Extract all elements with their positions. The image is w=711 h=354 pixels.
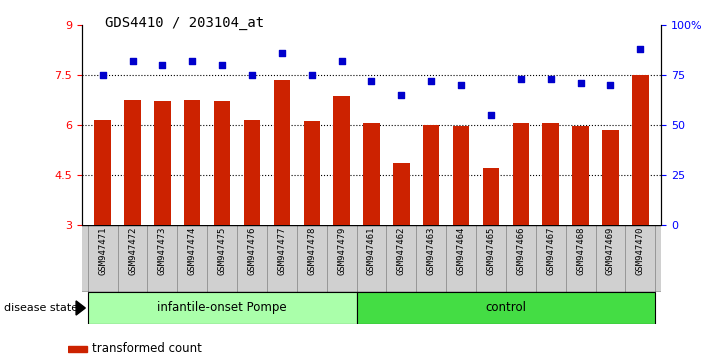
Text: GSM947472: GSM947472 (128, 227, 137, 275)
Point (186, 58, 198, 64)
Text: control: control (486, 302, 526, 314)
Text: GSM947477: GSM947477 (277, 227, 287, 275)
Text: GSM947474: GSM947474 (188, 227, 197, 275)
Text: GSM947475: GSM947475 (218, 227, 227, 275)
Point (545, 76, 557, 82)
Point (97, 72, 108, 78)
Bar (572, 126, 589, 225)
Point (575, 80, 587, 86)
Bar (602, 130, 619, 225)
Point (486, 112, 497, 118)
Text: GSM947464: GSM947464 (456, 227, 466, 275)
Text: GSM947463: GSM947463 (427, 227, 436, 275)
Bar (154, 102, 171, 225)
Point (396, 92, 407, 98)
Bar (393, 163, 410, 225)
Bar (542, 123, 559, 225)
Bar (632, 75, 648, 225)
Point (276, 50, 287, 56)
Bar (214, 102, 230, 225)
Point (216, 62, 228, 68)
Bar (95, 120, 111, 225)
Point (635, 46, 646, 52)
Bar (68, 347, 87, 352)
Text: GSM947478: GSM947478 (307, 227, 316, 275)
Point (127, 58, 138, 64)
Text: disease state: disease state (4, 303, 77, 313)
Bar (124, 100, 141, 225)
Text: GDS4410 / 203104_at: GDS4410 / 203104_at (105, 16, 264, 30)
Point (456, 82, 467, 88)
Text: GSM947461: GSM947461 (367, 227, 376, 275)
Bar (333, 96, 350, 225)
Bar (423, 125, 439, 225)
Bar (363, 123, 380, 225)
Text: GSM947466: GSM947466 (516, 227, 525, 275)
Point (156, 62, 168, 68)
Bar (483, 168, 499, 225)
Text: GSM947462: GSM947462 (397, 227, 406, 275)
Point (246, 72, 257, 78)
Point (605, 82, 616, 88)
Point (366, 78, 378, 84)
Bar (453, 126, 469, 225)
Point (426, 78, 437, 84)
Text: GSM947470: GSM947470 (636, 227, 645, 275)
Text: transformed count: transformed count (92, 342, 203, 354)
Bar (87, 292, 356, 324)
Bar (244, 120, 260, 225)
Text: GSM947473: GSM947473 (158, 227, 167, 275)
Bar (304, 121, 320, 225)
Bar (274, 80, 290, 225)
Point (336, 58, 347, 64)
Bar (356, 292, 656, 324)
Bar (184, 100, 201, 225)
Text: GSM947476: GSM947476 (247, 227, 257, 275)
Bar (513, 123, 529, 225)
Point (306, 72, 317, 78)
Text: GSM947469: GSM947469 (606, 227, 615, 275)
Text: GSM947479: GSM947479 (337, 227, 346, 275)
Text: infantile-onset Pompe: infantile-onset Pompe (157, 302, 287, 314)
Text: GSM947471: GSM947471 (98, 227, 107, 275)
Point (515, 76, 527, 82)
Text: GSM947467: GSM947467 (546, 227, 555, 275)
Text: GSM947468: GSM947468 (576, 227, 585, 275)
Text: GSM947465: GSM947465 (486, 227, 496, 275)
